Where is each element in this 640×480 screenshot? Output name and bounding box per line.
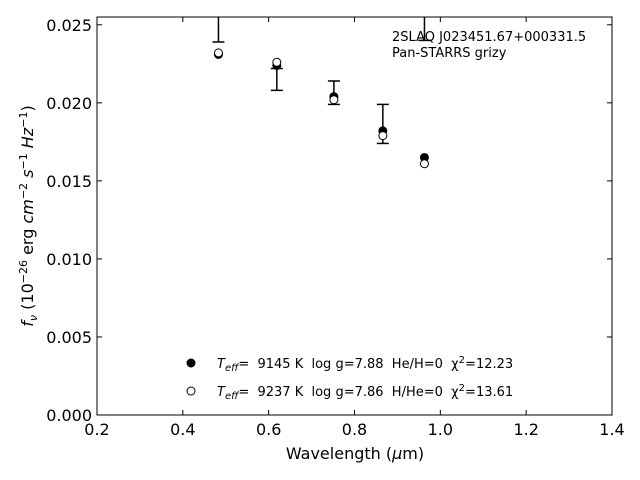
- svg-text:fν (10−26 erg cm−2 s−1 Hz−1): fν (10−26 erg cm−2 s−1 Hz−1): [17, 105, 40, 326]
- x-axis-label: Wavelength (μm): [286, 444, 424, 463]
- y-tick-label: 0.010: [46, 250, 92, 269]
- y-tick-label: 0.020: [46, 94, 92, 113]
- y-tick-label: 0.000: [46, 406, 92, 425]
- x-tick-label: 0.8: [342, 420, 367, 439]
- model-point-db: [213, 48, 223, 58]
- legend-marker: [186, 386, 196, 396]
- y-tick-label: 0.005: [46, 328, 92, 347]
- x-tick-label: 0.4: [170, 420, 195, 439]
- annotation-object: 2SLAQ J023451.67+000331.5: [392, 30, 586, 45]
- x-tick-label: 0.6: [256, 420, 281, 439]
- y-axis-label: fν (10−26 erg cm−2 s−1 Hz−1): [17, 105, 40, 326]
- axis-ticks: 0.2 0.4 0.6 0.8 1.0 1.2 1.4 0.000 0.005 0.010 0.01…: [46, 16, 625, 439]
- annotation-survey: Pan-STARRS grizy: [392, 46, 507, 61]
- model-point-db: [419, 159, 429, 169]
- model-point-db: [272, 57, 282, 67]
- plot-area: [96, 16, 613, 416]
- legend-entry: Teff= 9237 K log g=7.86 H/He=0 χ2=13.61: [217, 383, 513, 402]
- x-tick-label: 1.4: [599, 420, 624, 439]
- x-tick-label: 1.2: [513, 420, 538, 439]
- model-point-db: [329, 95, 339, 105]
- x-tick-label: 0.2: [84, 420, 109, 439]
- model-point-db: [378, 131, 388, 141]
- error-bar: [418, 17, 431, 42]
- error-bar: [212, 17, 225, 43]
- y-tick-label: 0.025: [46, 16, 92, 35]
- y-tick-label: 0.015: [46, 172, 92, 191]
- legend-marker: [186, 358, 196, 368]
- series-layer: [212, 17, 431, 169]
- legend: Teff= 9145 K log g=7.88 He/H=0 χ2=12.23 T…: [186, 355, 513, 402]
- x-tick-label: 1.0: [428, 420, 453, 439]
- error-bar: [270, 67, 283, 92]
- plot-frame: [96, 16, 613, 416]
- legend-entry: Teff= 9145 K log g=7.88 He/H=0 χ2=12.23: [217, 355, 513, 374]
